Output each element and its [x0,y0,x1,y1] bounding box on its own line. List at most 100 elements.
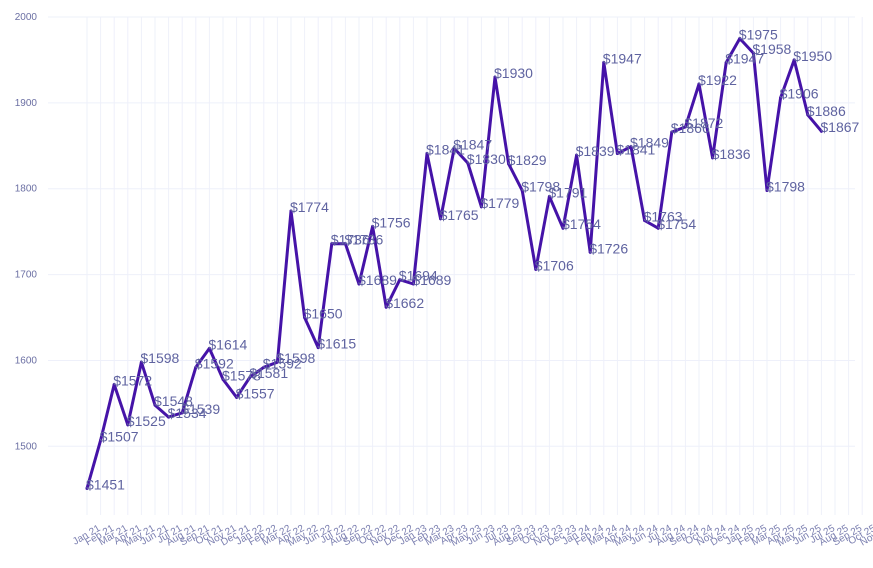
data-point [588,250,592,254]
data-point [384,305,388,309]
data-label: $1525 [127,413,166,429]
data-label: $1866 [671,120,710,136]
data-labels: $1451 $1507 $1572 $1525 $1598 $1548$1534$1539… [86,26,860,492]
data-label: $1841 [426,142,465,158]
data-point [167,415,171,419]
data-label: $1598 [140,350,179,366]
data-label: $1922 [698,72,737,88]
data-label: $1581 [249,365,288,381]
data-label: $1650 [304,306,343,322]
data-label: $1557 [236,385,275,401]
data-point [615,152,619,156]
data-point [398,278,402,282]
data-label: $1958 [752,41,791,57]
data-label: $1839 [576,143,615,159]
data-point [656,226,660,230]
data-label: $1765 [440,207,479,223]
data-point [316,346,320,350]
data-label: $1836 [712,146,751,162]
data-point [697,82,701,86]
data-point [221,377,225,381]
data-label: $1975 [739,26,778,42]
data-point [819,129,823,133]
grid [48,16,863,515]
data-label: $1947 [725,51,764,67]
data-point [765,188,769,192]
data-label: $1950 [793,48,832,64]
data-point [466,161,470,165]
data-label: $1754 [562,216,601,232]
data-label: $1598 [276,350,315,366]
data-point [330,242,334,246]
data-label: $1592 [263,355,302,371]
data-label: $1847 [453,136,492,152]
data-label: $1592 [195,355,234,371]
data-label: $1578 [222,367,261,383]
data-label: $1774 [290,199,329,215]
data-point [779,96,783,100]
data-point [289,209,293,213]
data-point [126,423,130,427]
data-label: $1830 [467,151,506,167]
data-label: $1930 [494,65,533,81]
data-point [792,58,796,62]
y-tick-label: 1900 [15,98,38,109]
data-point [479,205,483,209]
data-point [561,226,565,230]
data-point [629,145,633,149]
data-label: $1886 [807,103,846,119]
data-point [85,486,89,490]
data-label: $1798 [766,178,805,194]
series-line-group [85,36,823,490]
y-tick-label: 1700 [15,270,38,281]
data-point [303,316,307,320]
data-point [806,113,810,117]
data-point [711,156,715,160]
y-tick-label: 1800 [15,184,38,195]
data-label: $1872 [684,115,723,131]
data-point [248,375,252,379]
data-label: $1906 [780,86,819,102]
data-point [207,346,211,350]
data-label: $1507 [100,428,139,444]
data-label: $1726 [589,240,628,256]
data-point [425,152,429,156]
data-point [371,225,375,229]
y-tick-label: 1600 [15,355,38,366]
data-point [643,218,647,222]
data-point [507,162,511,166]
data-point [357,282,361,286]
data-label: $1736 [331,232,370,248]
data-point [575,153,579,157]
data-point [493,75,497,79]
data-label: $1534 [168,405,207,421]
data-point [411,282,415,286]
data-label: $1756 [372,215,411,231]
data-point [683,125,687,129]
data-label: $1867 [820,119,859,135]
data-point [262,365,266,369]
y-axis-ticks: 1500 1600 1700 1800 1900 2000 [15,12,38,452]
data-label: $1614 [208,336,247,352]
data-point [738,36,742,40]
data-point [194,365,198,369]
data-point [439,217,443,221]
data-label: $1849 [630,135,669,151]
data-point [275,360,279,364]
data-label: $1947 [603,51,642,67]
data-label: $1829 [508,152,547,168]
data-point [547,194,551,198]
y-tick-label: 1500 [15,441,38,452]
data-label: $1791 [548,184,587,200]
data-point [602,61,606,65]
data-label: $1706 [535,257,574,273]
data-label: $1736 [344,232,383,248]
data-label: $1798 [521,178,560,194]
data-point [235,395,239,399]
data-point [99,438,103,442]
data-label: $1754 [657,216,696,232]
data-point [670,130,674,134]
data-label: $1689 [358,272,397,288]
data-label: $1615 [317,336,356,352]
